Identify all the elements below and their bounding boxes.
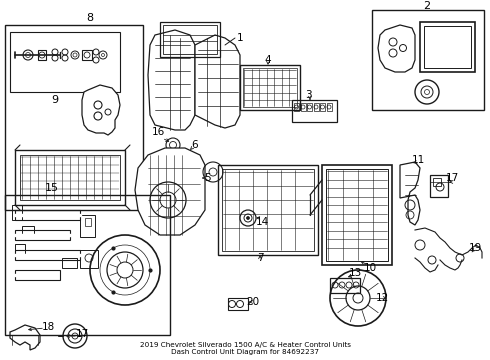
Text: 11: 11: [412, 155, 425, 165]
Text: 20: 20: [246, 297, 260, 307]
Bar: [38, 50, 46, 60]
Text: 1: 1: [237, 33, 244, 43]
Text: 10: 10: [364, 263, 376, 273]
Bar: [433, 178, 441, 186]
Text: 12: 12: [375, 293, 389, 303]
Bar: [330, 278, 360, 293]
Bar: [85, 218, 91, 226]
Bar: [294, 103, 299, 111]
Text: 18: 18: [41, 322, 54, 332]
Bar: [20, 155, 120, 200]
Polygon shape: [195, 35, 240, 128]
Text: 7: 7: [257, 253, 263, 263]
Bar: [222, 169, 314, 251]
Bar: [15, 270, 60, 280]
Bar: [372, 10, 484, 110]
Bar: [326, 103, 332, 111]
Bar: [218, 165, 318, 255]
Text: 19: 19: [468, 243, 482, 253]
Bar: [82, 50, 92, 60]
Bar: [15, 250, 80, 260]
Text: 3: 3: [305, 90, 311, 100]
Bar: [307, 103, 312, 111]
Polygon shape: [400, 162, 420, 225]
Bar: [228, 298, 248, 310]
Bar: [322, 165, 392, 265]
Bar: [160, 22, 220, 57]
Text: 4: 4: [265, 55, 271, 65]
Circle shape: [353, 293, 363, 303]
Text: 9: 9: [51, 95, 59, 105]
Bar: [326, 169, 388, 261]
Text: 17: 17: [75, 329, 89, 339]
Bar: [292, 100, 337, 122]
Bar: [5, 195, 170, 335]
Bar: [314, 103, 318, 111]
Bar: [320, 103, 325, 111]
Bar: [240, 65, 300, 110]
Text: 17: 17: [445, 173, 459, 183]
Bar: [424, 26, 471, 68]
Text: 2: 2: [423, 1, 431, 11]
Bar: [62, 258, 77, 268]
Bar: [243, 68, 297, 107]
Bar: [420, 22, 475, 72]
Text: 2019 Chevrolet Silverado 1500 A/C & Heater Control Units
Dash Control Unit Diagr: 2019 Chevrolet Silverado 1500 A/C & Heat…: [140, 342, 350, 355]
Polygon shape: [82, 85, 120, 135]
Text: 6: 6: [192, 140, 198, 150]
Text: 14: 14: [255, 217, 269, 227]
Bar: [12, 205, 22, 220]
Polygon shape: [378, 25, 415, 72]
Bar: [15, 210, 80, 220]
Circle shape: [246, 216, 249, 220]
Bar: [163, 25, 217, 54]
Text: 16: 16: [151, 127, 165, 137]
Text: 8: 8: [86, 13, 94, 23]
Text: 13: 13: [348, 268, 362, 278]
Bar: [168, 148, 182, 156]
Bar: [80, 250, 98, 268]
Bar: [80, 215, 95, 237]
Bar: [15, 244, 25, 256]
Text: 5: 5: [204, 173, 210, 183]
Text: 15: 15: [45, 183, 59, 193]
Bar: [300, 103, 305, 111]
Bar: [15, 150, 125, 205]
Polygon shape: [135, 148, 205, 235]
Bar: [430, 175, 448, 197]
Bar: [15, 230, 70, 240]
Polygon shape: [148, 30, 195, 130]
Bar: [5, 25, 143, 210]
Bar: [22, 226, 34, 236]
Bar: [10, 32, 120, 92]
